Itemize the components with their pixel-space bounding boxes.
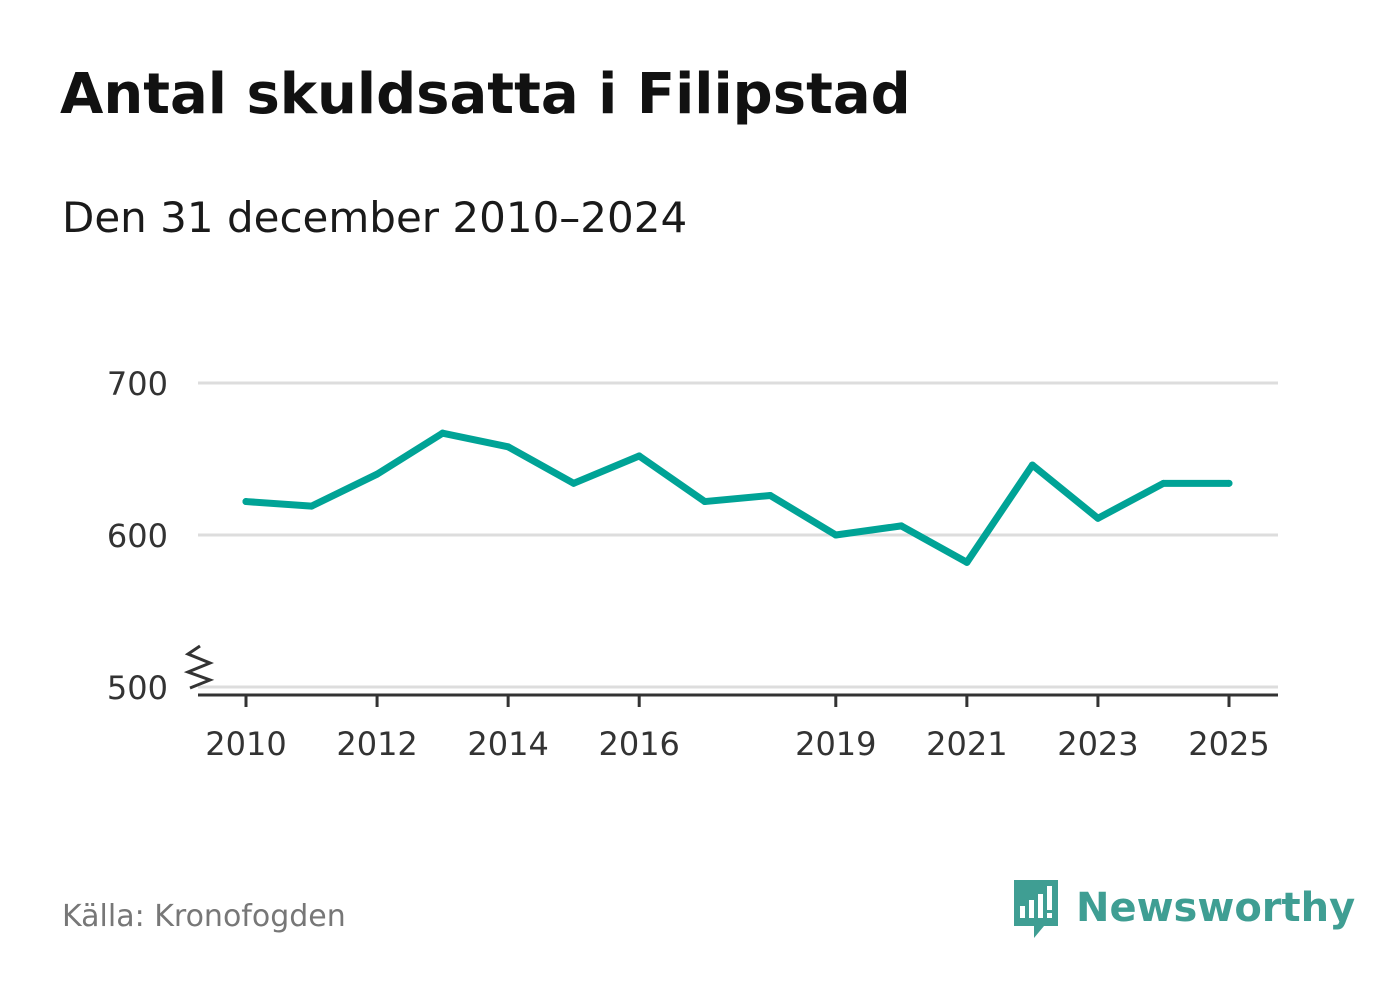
data-point-2012 bbox=[373, 470, 381, 478]
y-tick-label-500: 500 bbox=[107, 669, 168, 707]
data-point-2019 bbox=[832, 531, 840, 539]
data-point-2018 bbox=[766, 491, 774, 499]
data-point-2025 bbox=[1225, 479, 1233, 487]
data-point-2021 bbox=[963, 558, 971, 566]
data-point-2023 bbox=[1094, 514, 1102, 522]
x-tick-label-2025: 2025 bbox=[1188, 725, 1269, 763]
data-point-2014 bbox=[504, 443, 512, 451]
newsworthy-logo-icon bbox=[1014, 880, 1058, 938]
axis-break-icon bbox=[183, 644, 215, 690]
data-point-2011 bbox=[308, 502, 316, 510]
brand-name: Newsworthy bbox=[1076, 885, 1356, 931]
x-tick-label-2019: 2019 bbox=[795, 725, 876, 763]
series-line-0 bbox=[242, 429, 1233, 566]
x-tick-label-2021: 2021 bbox=[926, 725, 1007, 763]
x-tick-label-2023: 2023 bbox=[1057, 725, 1138, 763]
x-tick-label-2012: 2012 bbox=[336, 725, 417, 763]
source-note: Källa: Kronofogden bbox=[62, 899, 346, 934]
data-point-2024 bbox=[1159, 479, 1167, 487]
y-tick-label-600: 600 bbox=[107, 517, 168, 555]
data-point-2015 bbox=[570, 479, 578, 487]
data-point-2017 bbox=[701, 498, 709, 506]
series-layer bbox=[242, 429, 1233, 566]
brand: Newsworthy bbox=[1010, 876, 1355, 940]
x-tick-label-2014: 2014 bbox=[467, 725, 548, 763]
chart-subtitle: Den 31 december 2010–2024 bbox=[62, 193, 688, 242]
label-layer: 500 600 700 2010 2012 2014 2016 2019 2021 2023 202… bbox=[107, 365, 1270, 763]
x-tick-label-2010: 2010 bbox=[205, 725, 286, 763]
data-point-2020 bbox=[897, 522, 905, 530]
y-tick-label-700: 700 bbox=[107, 365, 168, 403]
axis-layer bbox=[183, 644, 1278, 707]
data-point-2013 bbox=[439, 429, 447, 437]
x-tick-label-2016: 2016 bbox=[598, 725, 679, 763]
data-point-2010 bbox=[242, 498, 250, 506]
grid-layer bbox=[198, 381, 1278, 689]
data-point-2022 bbox=[1028, 461, 1036, 469]
chart-title: Antal skuldsatta i Filipstad bbox=[60, 62, 911, 127]
data-point-2016 bbox=[635, 452, 643, 460]
